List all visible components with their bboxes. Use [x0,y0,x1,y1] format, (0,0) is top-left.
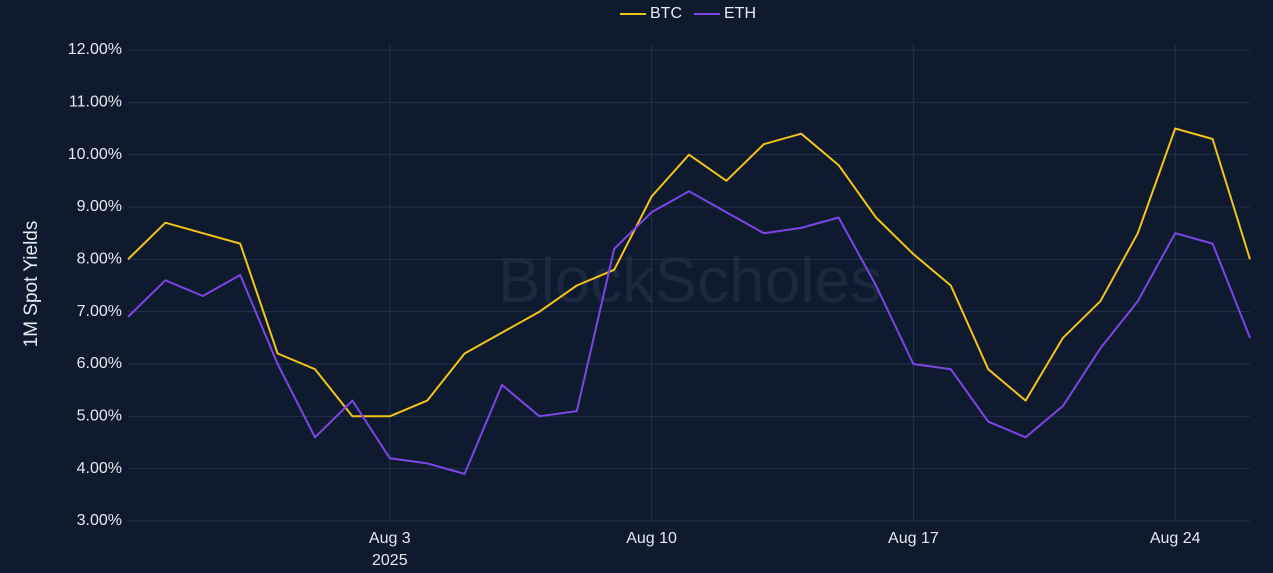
x-tick-label: Aug 17 [888,530,939,547]
y-tick-label: 3.00% [77,512,122,529]
x-tick-label: Aug 10 [626,530,677,547]
y-tick-label: 9.00% [77,198,122,215]
y-tick-label: 5.00% [77,408,122,425]
x-tick-sublabel: 2025 [372,552,408,568]
y-tick-label: 8.00% [77,251,122,268]
line-series [127,190,1251,475]
x-tick-label: Aug 3 [369,530,411,547]
legend-label: BTC [650,5,682,22]
line-series [127,127,1251,418]
y-tick-label: 11.00% [69,94,122,111]
y-tick-label: 7.00% [77,303,122,320]
y-tick-label: 10.00% [68,146,122,163]
y-tick-label: 12.00% [68,41,122,58]
legend-label: ETH [724,5,756,22]
x-tick-label: Aug 24 [1150,530,1201,547]
watermark: BlockScholes [498,244,882,316]
y-tick-label: 4.00% [77,460,122,477]
y-tick-label: 6.00% [77,355,122,372]
y-axis-label: 1M Spot Yields [21,221,42,348]
